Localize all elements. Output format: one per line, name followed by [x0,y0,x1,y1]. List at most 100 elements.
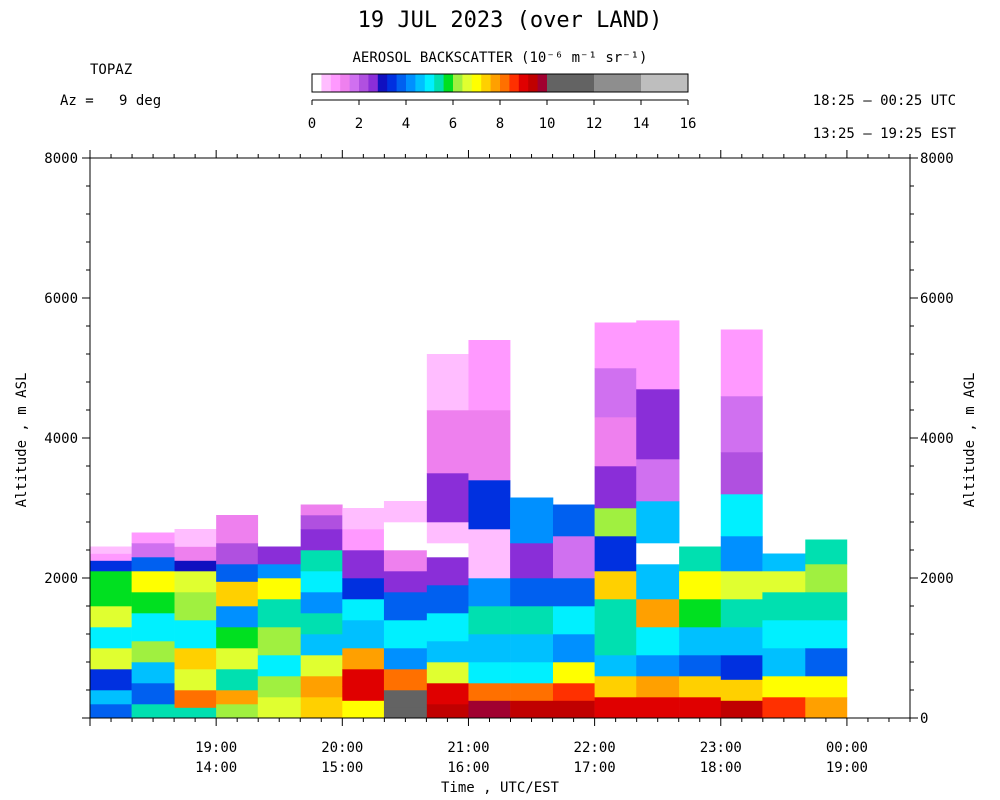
colorbar-swatch [387,74,398,92]
y-tick-label-right: 8000 [920,151,954,167]
profile-column [594,322,637,719]
profile-column [552,504,595,719]
backscatter-cell [594,697,637,719]
backscatter-cell [131,532,175,544]
backscatter-cell [594,655,637,677]
backscatter-cell [257,578,301,600]
backscatter-cell [383,648,428,670]
backscatter-cell [90,669,132,691]
x-tick-label-est: 15:00 [321,760,363,776]
backscatter-cell [552,504,595,537]
backscatter-cell [552,606,595,635]
backscatter-cell [426,522,469,544]
backscatter-cell [216,564,259,582]
colorbar-swatch [481,74,492,92]
y-tick-label-left: 4000 [44,431,78,447]
colorbar-swatch [406,74,416,92]
backscatter-cell [636,320,680,390]
colorbar-swatch [453,74,463,92]
backscatter-cell [216,704,259,719]
profile-column [216,515,259,719]
backscatter-cell [131,571,175,593]
backscatter-cell [805,697,848,719]
backscatter-cell [257,627,301,656]
colorbar-swatch [396,74,407,92]
x-tick-label-utc: 23:00 [700,740,742,756]
backscatter-cell [636,389,680,460]
backscatter-cell [216,581,259,607]
colorbar-tick-label: 12 [586,116,603,132]
backscatter-cell [342,508,385,530]
x-tick-label-utc: 21:00 [447,740,489,756]
backscatter-cell [510,606,554,635]
colorbar-swatch [359,74,369,92]
colorbar-swatch [547,74,594,92]
backscatter-cell [426,473,469,523]
backscatter-cell [174,560,217,572]
backscatter-cell [300,676,343,698]
colorbar-swatch [641,74,688,92]
x-tick-label-est: 19:00 [826,760,868,776]
backscatter-cell [720,329,763,397]
backscatter-cell [257,564,301,579]
profile-column [90,546,132,719]
backscatter-cell [468,529,511,579]
backscatter-cell [636,676,680,698]
backscatter-cell [90,571,132,607]
backscatter-cell [257,676,301,698]
backscatter-cell [216,690,259,705]
colorbar-swatch [528,74,539,92]
backscatter-cell [805,676,848,698]
backscatter-cell [762,648,806,677]
backscatter-cell [257,655,301,677]
x-tick-label-utc: 20:00 [321,740,363,756]
backscatter-cell [468,634,511,663]
colorbar-swatch [509,74,520,92]
colorbar-swatch [594,74,641,92]
backscatter-cell [131,641,175,663]
y-tick-label-right: 4000 [920,431,954,447]
colorbar-swatch [340,74,351,92]
colorbar: 0 2 4 6 8 10 12 14 16 [308,73,696,132]
backscatter-cell [300,515,343,530]
backscatter-cell [174,690,217,708]
backscatter-cell [342,550,385,579]
backscatter-cell [720,396,763,453]
x-tick-label-est: 17:00 [574,760,616,776]
backscatter-cell [174,546,217,561]
backscatter-cell [594,466,637,509]
colorbar-frame [311,73,689,93]
backscatter-cell [762,697,806,719]
backscatter-cell [552,683,595,701]
backscatter-cell [90,560,132,572]
colorbar-swatch [312,74,322,92]
backscatter-cell [300,613,343,635]
backscatter-cell [300,529,343,551]
profile-column [679,546,722,719]
colorbar-tick-label: 2 [355,116,363,132]
y-tick-label-right: 0 [920,711,928,727]
backscatter-cell [552,662,595,684]
colorbar-swatch [349,74,360,92]
backscatter-cell [342,529,385,551]
backscatter-cell [762,676,806,698]
backscatter-cell [468,662,511,684]
x-tick-label-est: 16:00 [447,760,489,776]
backscatter-cell [805,620,848,649]
y-tick-label-right: 6000 [920,291,954,307]
backscatter-cell [720,536,763,572]
profile-column [131,532,175,719]
backscatter-cell [468,410,511,481]
backscatter-cell [552,578,595,607]
backscatter-cell [762,592,806,621]
colorbar-tick-label: 4 [402,116,410,132]
backscatter-cell [552,536,595,579]
profile-column [174,529,217,719]
colorbar-title: AEROSOL BACKSCATTER (10⁻⁶ m⁻¹ sr⁻¹) [352,50,648,66]
backscatter-cell [216,669,259,691]
backscatter-cell [636,627,680,656]
backscatter-cell [300,550,343,572]
backscatter-cell [342,700,385,719]
backscatter-cell [805,564,848,593]
